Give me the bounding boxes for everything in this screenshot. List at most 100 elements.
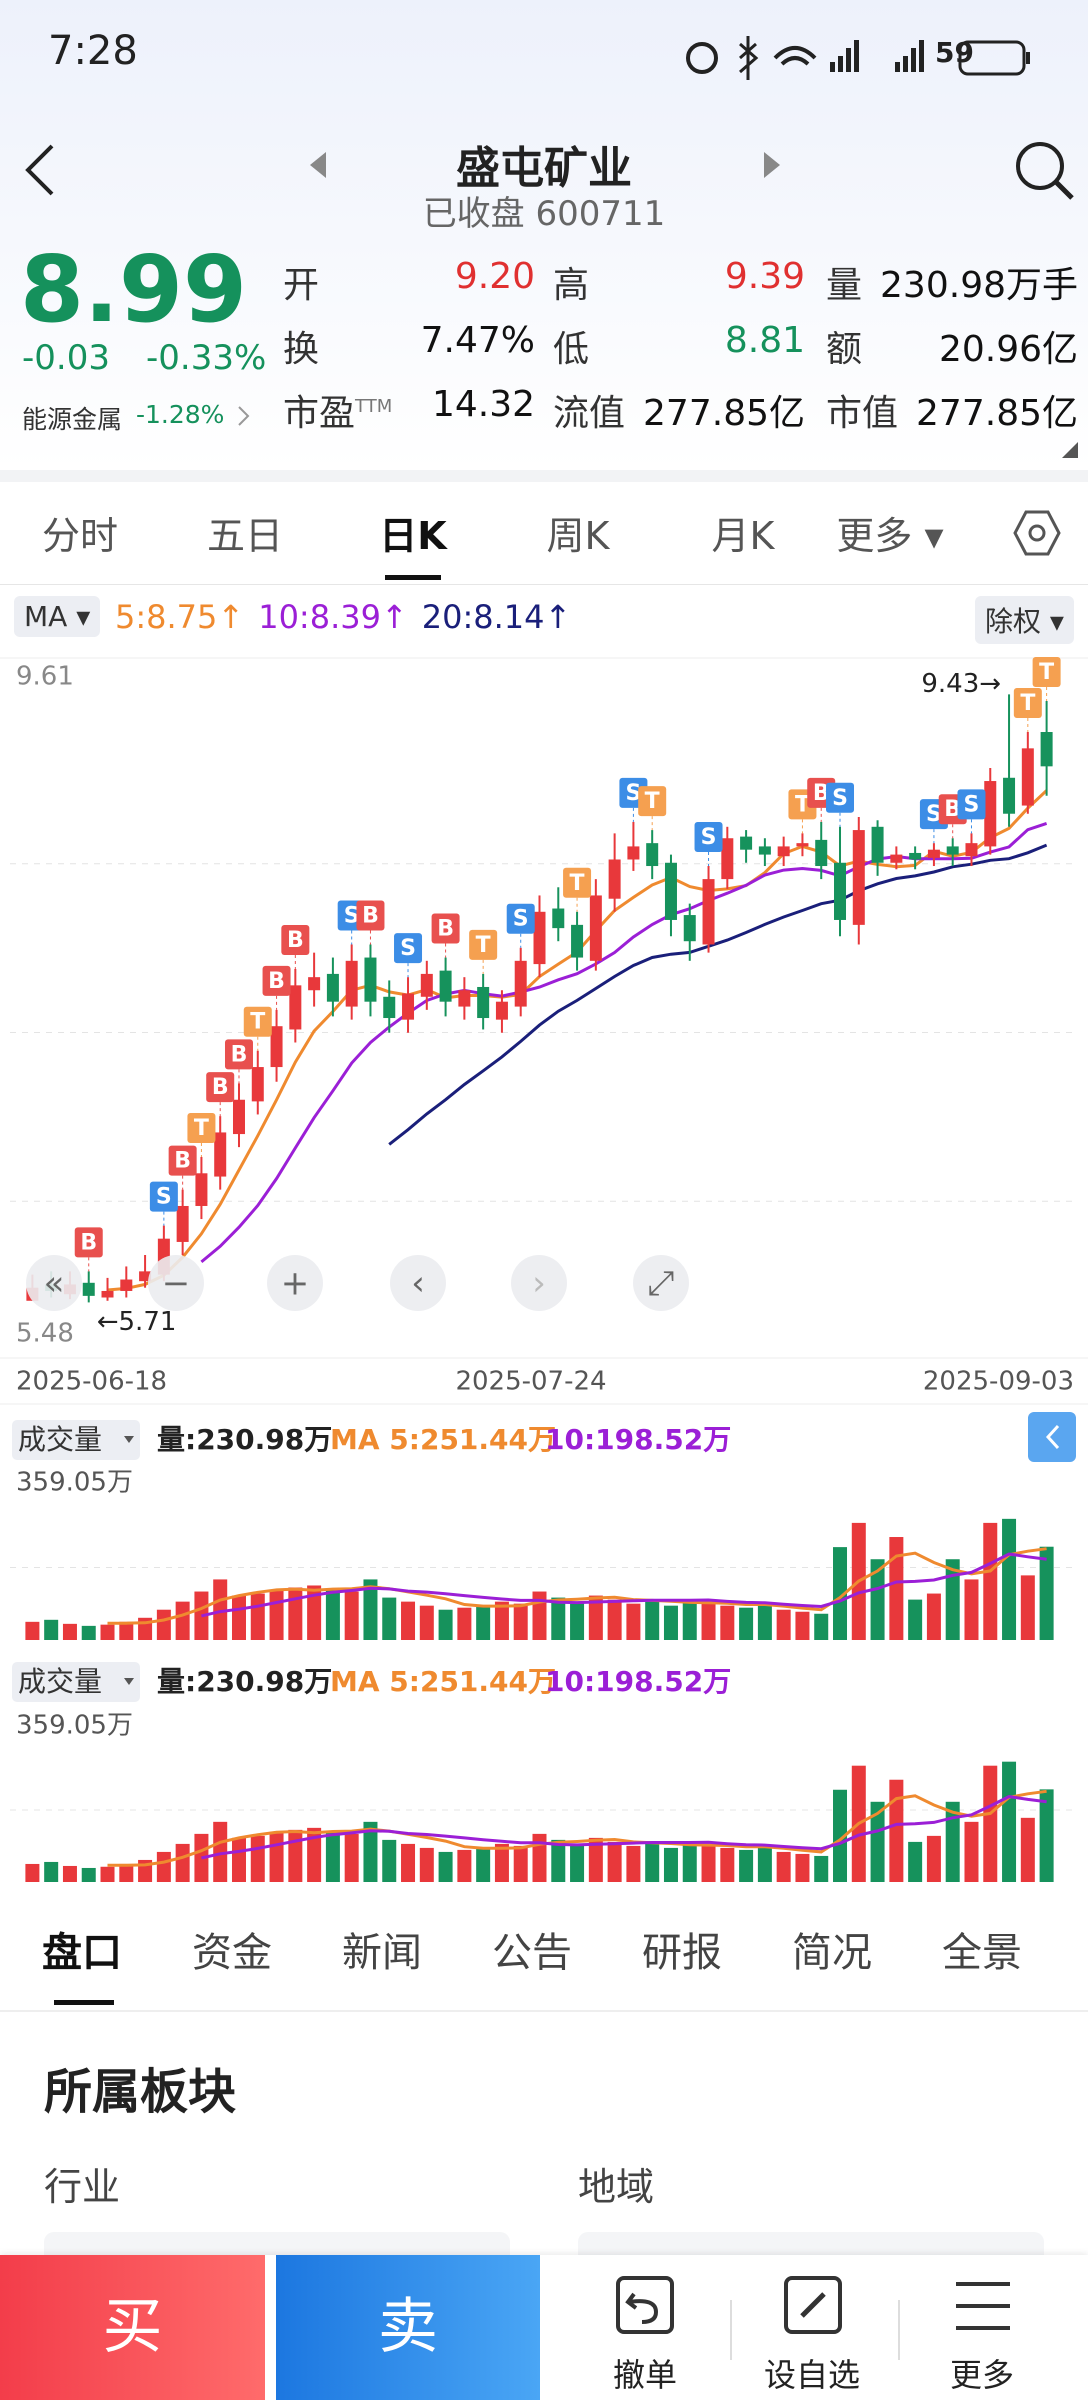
action-label[interactable]: 撤单 [612, 2356, 678, 2394]
volume-bar [945, 1801, 960, 1882]
info-tab[interactable]: 简况 [792, 1930, 872, 1976]
volume-bar [100, 1624, 115, 1640]
signal-label: S [513, 907, 529, 932]
info-tab[interactable]: 研报 [642, 1930, 722, 1976]
volume-bar [964, 1579, 979, 1640]
chart-control-icon: − [162, 1264, 191, 1304]
signal-label: S [926, 802, 942, 827]
signal-badge [187, 1112, 216, 1143]
volume-selector[interactable] [12, 1662, 140, 1702]
cancel-icon[interactable] [612, 2272, 678, 2338]
volume-bar [419, 1847, 434, 1882]
signal-label: T [250, 1010, 265, 1035]
volume-bar [438, 1851, 453, 1882]
volume-bar [401, 1601, 416, 1640]
volume-bar [814, 1613, 829, 1640]
candle-body [439, 970, 452, 1002]
candle-body [514, 960, 527, 1007]
back-button[interactable] [20, 140, 60, 200]
signal-label: S [344, 903, 360, 928]
signal-badge [243, 1006, 272, 1037]
buy-button[interactable]: 买 [0, 2255, 265, 2400]
chart-control[interactable] [26, 1255, 82, 1311]
prev-stock[interactable] [306, 150, 330, 180]
volume-tick-label: 359.05万 [16, 1711, 133, 1741]
volume-bar [551, 1839, 566, 1882]
chart-control[interactable] [148, 1255, 204, 1311]
volume-bar [81, 1867, 96, 1882]
volume-bar [983, 1522, 998, 1640]
chart-tab[interactable]: 周K [546, 514, 610, 558]
volume-bar [269, 1589, 284, 1640]
candle-body [834, 862, 847, 920]
volume-bar [551, 1597, 566, 1640]
volume-tick-label: 359.05万 [16, 1468, 133, 1498]
candle-body [495, 1001, 508, 1020]
chart-tab[interactable]: 五日 [206, 514, 284, 558]
chart-control[interactable] [633, 1255, 689, 1311]
sector-name[interactable]: 能源金属 [22, 405, 123, 434]
signal-badge [206, 1072, 235, 1103]
candle-body [909, 852, 922, 860]
search-button[interactable] [1012, 138, 1078, 204]
info-tab[interactable]: 资金 [192, 1930, 272, 1976]
volume-current: 量:230.98万 [157, 1423, 332, 1456]
volume-bar [476, 1847, 491, 1882]
expand-corner[interactable] [1060, 440, 1080, 460]
signal-badge [469, 929, 498, 960]
signal-badge [281, 924, 310, 955]
chart-tab[interactable]: 分时 [41, 514, 119, 558]
more-icon[interactable] [950, 2276, 1016, 2336]
candle-body [608, 859, 621, 899]
separator [898, 2300, 900, 2360]
signal-badge [394, 933, 423, 964]
volume-bar [776, 1609, 791, 1640]
candle-body [214, 1132, 227, 1177]
candle-body [890, 854, 903, 863]
volume-bar [682, 1843, 697, 1882]
candle-body [120, 1279, 133, 1291]
volume-bar [119, 1621, 134, 1640]
signal-label: B [231, 1042, 248, 1067]
chart-tab[interactable]: 月K [711, 514, 775, 558]
candle-body [758, 846, 771, 855]
action-label[interactable]: 设自选 [763, 2356, 861, 2394]
volume-selector[interactable] [12, 1420, 140, 1460]
chart-tab[interactable]: 更多 ▾ [836, 514, 944, 558]
chart-tab[interactable]: 日K [379, 514, 447, 558]
y-tick-label: 5.48 [16, 1319, 74, 1349]
adjust-selector[interactable]: 除权 ▾ [975, 596, 1074, 644]
action-label[interactable]: 更多 [949, 2356, 1015, 2394]
chart-control[interactable] [511, 1255, 567, 1311]
collapse-button[interactable] [1028, 1412, 1076, 1462]
sell-button[interactable]: 卖 [276, 2255, 540, 2400]
field-label: 额 [826, 329, 863, 370]
volume-current: 量:230.98万 [157, 1665, 332, 1698]
volume-bar [645, 1843, 660, 1882]
chart-control[interactable] [390, 1255, 446, 1311]
volume-bar [81, 1625, 96, 1640]
chart-control[interactable] [267, 1255, 323, 1311]
info-tab[interactable]: 公告 [492, 1930, 572, 1976]
volume-bar [833, 1789, 848, 1882]
field-label: 流值 [553, 393, 626, 434]
ma-line [388, 843, 1048, 1146]
info-tab[interactable]: 盘口 [42, 1930, 122, 1976]
candle-body [927, 849, 940, 858]
field-label: 市盈TTM [283, 393, 393, 434]
volume-bar [344, 1833, 359, 1882]
ma-selector[interactable]: MA ▾ [14, 596, 101, 637]
next-stock[interactable] [760, 150, 784, 180]
candle-body [740, 836, 753, 850]
watchlist-icon[interactable] [780, 2272, 846, 2338]
signal-badge [638, 786, 667, 817]
signal-label: B [268, 969, 285, 994]
settings-button[interactable] [1012, 508, 1062, 558]
volume-bar [363, 1579, 378, 1640]
signal-label: B [362, 903, 379, 928]
chart-control-icon: › [532, 1264, 546, 1304]
info-tab[interactable]: 新闻 [342, 1930, 422, 1976]
last-price: 8.99 [20, 236, 247, 343]
info-tab[interactable]: 全景 [942, 1930, 1022, 1976]
candle-body [702, 879, 715, 945]
